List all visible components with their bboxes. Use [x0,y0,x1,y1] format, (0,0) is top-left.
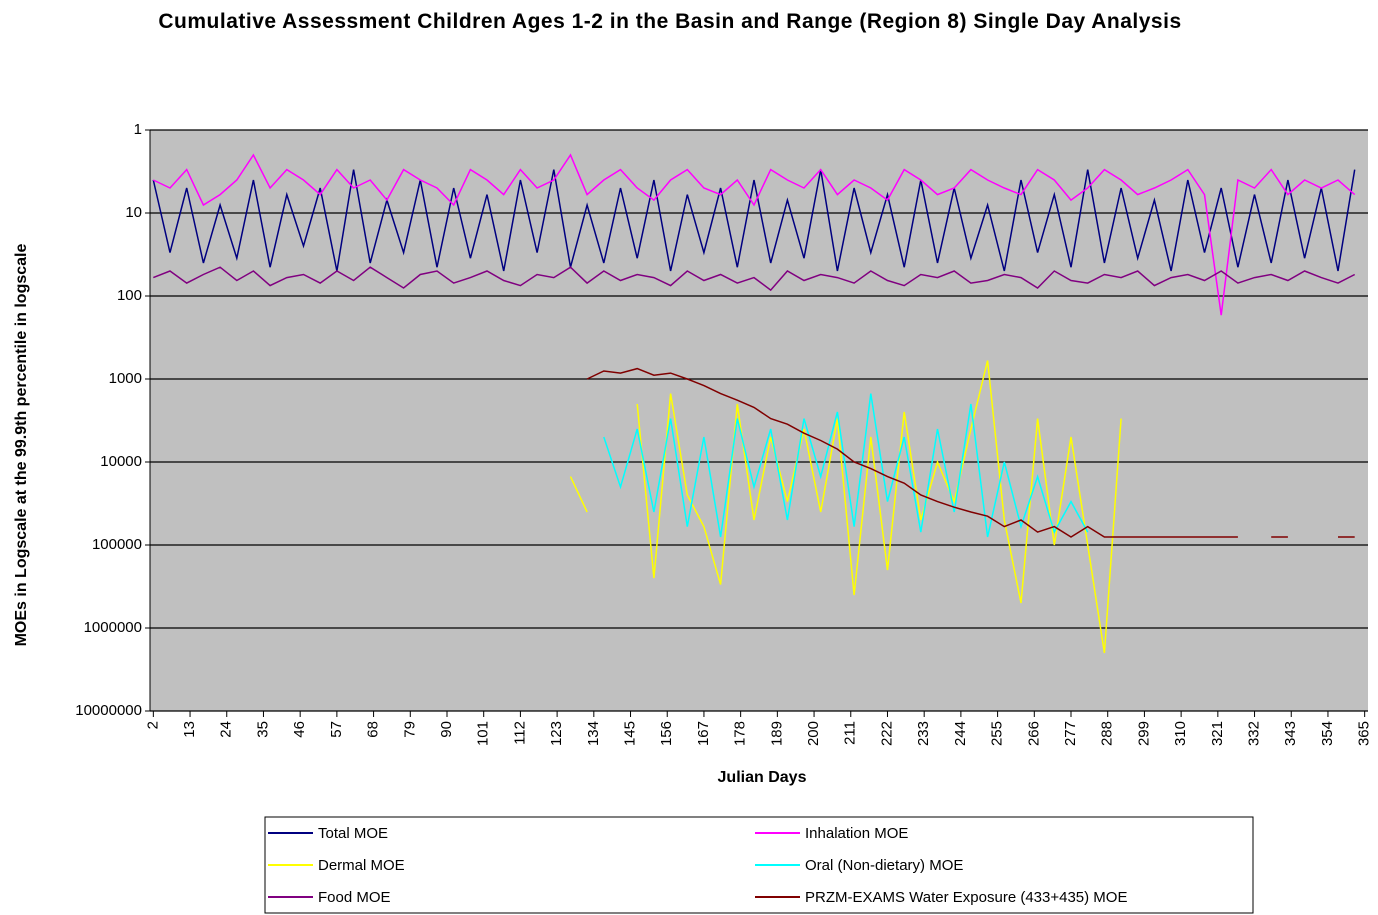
y-tick-label: 10 [125,204,142,221]
x-tick-label: 35 [254,721,271,738]
x-tick-label: 332 [1246,721,1263,746]
x-tick-label: 365 [1356,721,1373,746]
y-axis-title: MOEs in Logscale at the 99.9th percentil… [13,244,30,647]
x-tick-label: 343 [1282,721,1299,746]
x-tick-label: 244 [952,721,969,746]
x-tick-label: 24 [218,721,235,738]
x-tick-label: 145 [621,721,638,746]
x-tick-label: 288 [1099,721,1116,746]
x-tick-label: 200 [805,721,822,746]
plot-area [150,130,1368,711]
legend-label: Food MOE [318,889,391,906]
series-line [152,153,1356,316]
x-tick-label: 46 [291,721,308,738]
series-line [586,367,1355,538]
legend-label: Dermal MOE [318,857,405,874]
x-tick-label: 112 [511,721,528,745]
x-tick-label: 266 [1025,721,1042,746]
x-tick-label: 178 [732,721,749,746]
y-tick-label: 100 [117,287,142,304]
x-tick-label: 90 [438,721,455,738]
y-tick-label: 10000000 [75,702,142,719]
series-line [603,393,1089,538]
series-line [569,360,1122,654]
y-tick-label: 10000 [100,453,142,470]
y-tick-label: 1 [134,121,142,138]
y-tick-label: 100000 [92,536,142,553]
y-tick-label: 1000000 [84,619,142,636]
x-tick-label: 321 [1209,721,1226,746]
x-tick-label: 222 [878,721,895,746]
y-tick-label: 1000 [109,370,142,387]
x-tick-label: 68 [365,721,382,738]
x-tick-label: 123 [548,721,565,746]
legend-label: PRZM-EXAMS Water Exposure (433+435) MOE [805,889,1127,906]
x-tick-label: 277 [1062,721,1079,746]
x-tick-label: 299 [1135,721,1152,746]
x-tick-label: 2 [144,721,161,729]
x-tick-label: 156 [658,721,675,746]
legend-label: Total MOE [318,825,388,842]
series-line [153,266,1356,292]
x-tick-label: 79 [401,721,418,738]
x-tick-label: 57 [328,721,345,738]
x-tick-label: 189 [768,721,785,746]
x-tick-label: 310 [1172,721,1189,746]
x-tick-label: 13 [181,721,198,738]
legend-label: Oral (Non-dietary) MOE [805,857,963,874]
x-tick-label: 354 [1319,721,1336,746]
x-tick-label: 134 [585,721,602,746]
chart-title: Cumulative Assessment Children Ages 1-2 … [158,10,1182,33]
x-tick-label: 255 [989,721,1006,746]
legend-label: Inhalation MOE [805,825,908,842]
x-tick-label: 101 [475,721,492,746]
x-axis-title: Julian Days [718,769,807,786]
series-line [152,169,1356,272]
x-tick-label: 167 [695,721,712,746]
x-tick-label: 211 [842,721,859,745]
x-tick-label: 233 [915,721,932,746]
